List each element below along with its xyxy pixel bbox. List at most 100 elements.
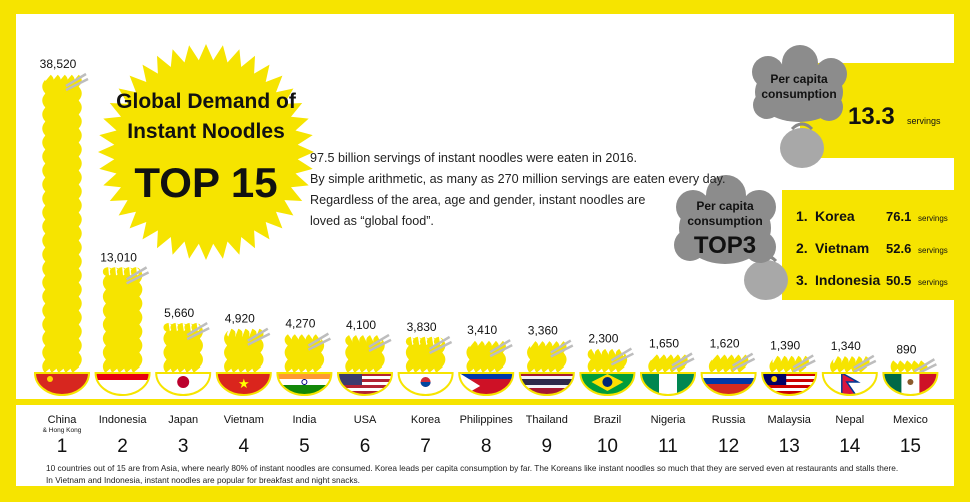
per-capita-panel: Per capita consumption 13.3 servings bbox=[752, 45, 954, 168]
country-label: Korea bbox=[411, 414, 441, 426]
bar-value-label: 1,620 bbox=[710, 337, 740, 351]
country-label: China bbox=[48, 414, 78, 426]
country-label: Nigeria bbox=[651, 414, 687, 426]
korea-flag-icon bbox=[398, 373, 453, 395]
country-label: Mexico bbox=[893, 414, 928, 426]
bar bbox=[224, 328, 264, 373]
rank-label: 10 bbox=[597, 436, 618, 457]
country-label: USA bbox=[354, 414, 377, 426]
chopsticks-icon bbox=[368, 333, 390, 348]
rank-label: 13 bbox=[779, 436, 800, 457]
bar-group: 3,830 Korea 7 bbox=[397, 320, 454, 457]
bar-value-label: 3,410 bbox=[467, 323, 497, 337]
chopsticks-icon bbox=[550, 339, 572, 354]
top3-country: Indonesia bbox=[815, 272, 881, 288]
footnote: 10 countries out of 15 are from Asia, wh… bbox=[46, 462, 946, 486]
bar-value-label: 3,830 bbox=[407, 320, 437, 334]
footnote-line: In Vietnam and Indonesia, instant noodle… bbox=[46, 475, 360, 485]
bar-value-label: 4,920 bbox=[225, 312, 255, 326]
chopsticks-icon bbox=[186, 322, 208, 337]
bar-group: 1,650 Nigeria 11 bbox=[639, 336, 697, 457]
country-label: Japan bbox=[168, 414, 198, 426]
bar-value-label: 890 bbox=[896, 342, 916, 356]
bar-group: 1,340 Nepal 14 bbox=[821, 339, 878, 457]
rank-label: 6 bbox=[360, 436, 371, 457]
bar bbox=[102, 267, 143, 373]
top3-label-line3: TOP3 bbox=[694, 232, 756, 259]
chopsticks-icon bbox=[792, 354, 814, 369]
top3-unit: servings bbox=[918, 214, 948, 223]
intro-text: 97.5 billion servings of instant noodles… bbox=[310, 148, 726, 232]
chopsticks-icon bbox=[65, 72, 87, 88]
bar-group: 5,660 Japan 3 bbox=[155, 306, 212, 457]
thought-cloud-icon bbox=[674, 175, 776, 264]
bar-value-label: 3,360 bbox=[528, 324, 558, 338]
rank-label: 2 bbox=[117, 436, 128, 457]
baseline-strip bbox=[16, 399, 954, 405]
per-capita-label-line2: consumption bbox=[761, 87, 836, 101]
top3-value: 52.6 bbox=[886, 241, 911, 256]
bar bbox=[708, 354, 749, 373]
country-label: Thailand bbox=[526, 414, 568, 426]
chopsticks-icon bbox=[913, 358, 936, 373]
chopsticks-icon bbox=[610, 347, 633, 362]
china-flag-icon bbox=[35, 373, 89, 395]
russia-flag-icon bbox=[701, 373, 756, 395]
pot-icon bbox=[780, 128, 824, 168]
per-capita-unit: servings bbox=[907, 116, 941, 126]
top3-rank: 3. bbox=[796, 272, 808, 288]
top3-value: 50.5 bbox=[886, 273, 911, 288]
country-label: Vietnam bbox=[224, 414, 264, 426]
intro-line: By simple arithmetic, as many as 270 mil… bbox=[310, 172, 726, 186]
bar-value-label: 5,660 bbox=[164, 306, 194, 320]
svg-text:★: ★ bbox=[238, 376, 250, 391]
country-label: India bbox=[292, 414, 317, 426]
rank-label: 9 bbox=[542, 436, 553, 457]
title-badge: Global Demand of Instant Noodles TOP 15 bbox=[98, 44, 314, 260]
per-capita-label-line1: Per capita bbox=[770, 72, 828, 86]
bar-group: 3,410 Philippines 8 bbox=[458, 323, 515, 457]
chopsticks-icon bbox=[428, 335, 451, 351]
top3-yellow-block bbox=[782, 190, 954, 300]
footnote-line: 10 countries out of 15 are from Asia, wh… bbox=[46, 463, 899, 473]
top3-unit: servings bbox=[918, 278, 948, 287]
intro-line: 97.5 billion servings of instant noodles… bbox=[310, 151, 637, 165]
rank-label: 1 bbox=[57, 436, 68, 457]
bar-value-label: 38,520 bbox=[40, 57, 77, 71]
bar-value-label: 4,100 bbox=[346, 318, 376, 332]
chopsticks-icon bbox=[489, 339, 511, 354]
bar-group: 1,620 Russia 12 bbox=[700, 337, 757, 457]
thought-cloud-icon bbox=[752, 45, 847, 122]
vietnam-flag-icon: ★ bbox=[216, 373, 271, 395]
bar bbox=[284, 334, 325, 373]
rank-label: 11 bbox=[658, 436, 678, 457]
bar-value-label: 4,270 bbox=[285, 317, 315, 331]
bar bbox=[648, 354, 688, 373]
top3-rank: 2. bbox=[796, 240, 808, 256]
bar-group: 2,300 Brazil 10 bbox=[579, 332, 636, 457]
chopsticks-icon bbox=[731, 352, 754, 367]
bar-group: 890 Mexico 15 bbox=[882, 342, 939, 457]
chopsticks-icon bbox=[853, 354, 875, 369]
chopsticks-icon bbox=[247, 327, 269, 342]
pot-icon bbox=[744, 260, 788, 300]
bar bbox=[163, 322, 203, 373]
country-label: Malaysia bbox=[767, 414, 811, 426]
bar bbox=[42, 74, 82, 373]
bar-value-label: 1,650 bbox=[649, 336, 679, 350]
country-label: Nepal bbox=[835, 414, 864, 426]
bar-group: 38,520 China& Hong Kong 1 bbox=[33, 57, 91, 457]
chopsticks-icon bbox=[307, 332, 330, 347]
bar-group: 13,010 Indonesia 2 bbox=[94, 250, 151, 457]
japan-flag-icon bbox=[156, 373, 211, 395]
top3-rank: 1. bbox=[796, 208, 808, 224]
brazil-flag-icon bbox=[580, 373, 635, 395]
top3-label-line1: Per capita bbox=[696, 199, 754, 213]
country-label: Russia bbox=[712, 414, 747, 426]
chopsticks-icon bbox=[671, 352, 693, 367]
top3-country: Vietnam bbox=[815, 240, 869, 256]
rank-label: 14 bbox=[839, 436, 861, 457]
rank-label: 4 bbox=[239, 436, 250, 457]
